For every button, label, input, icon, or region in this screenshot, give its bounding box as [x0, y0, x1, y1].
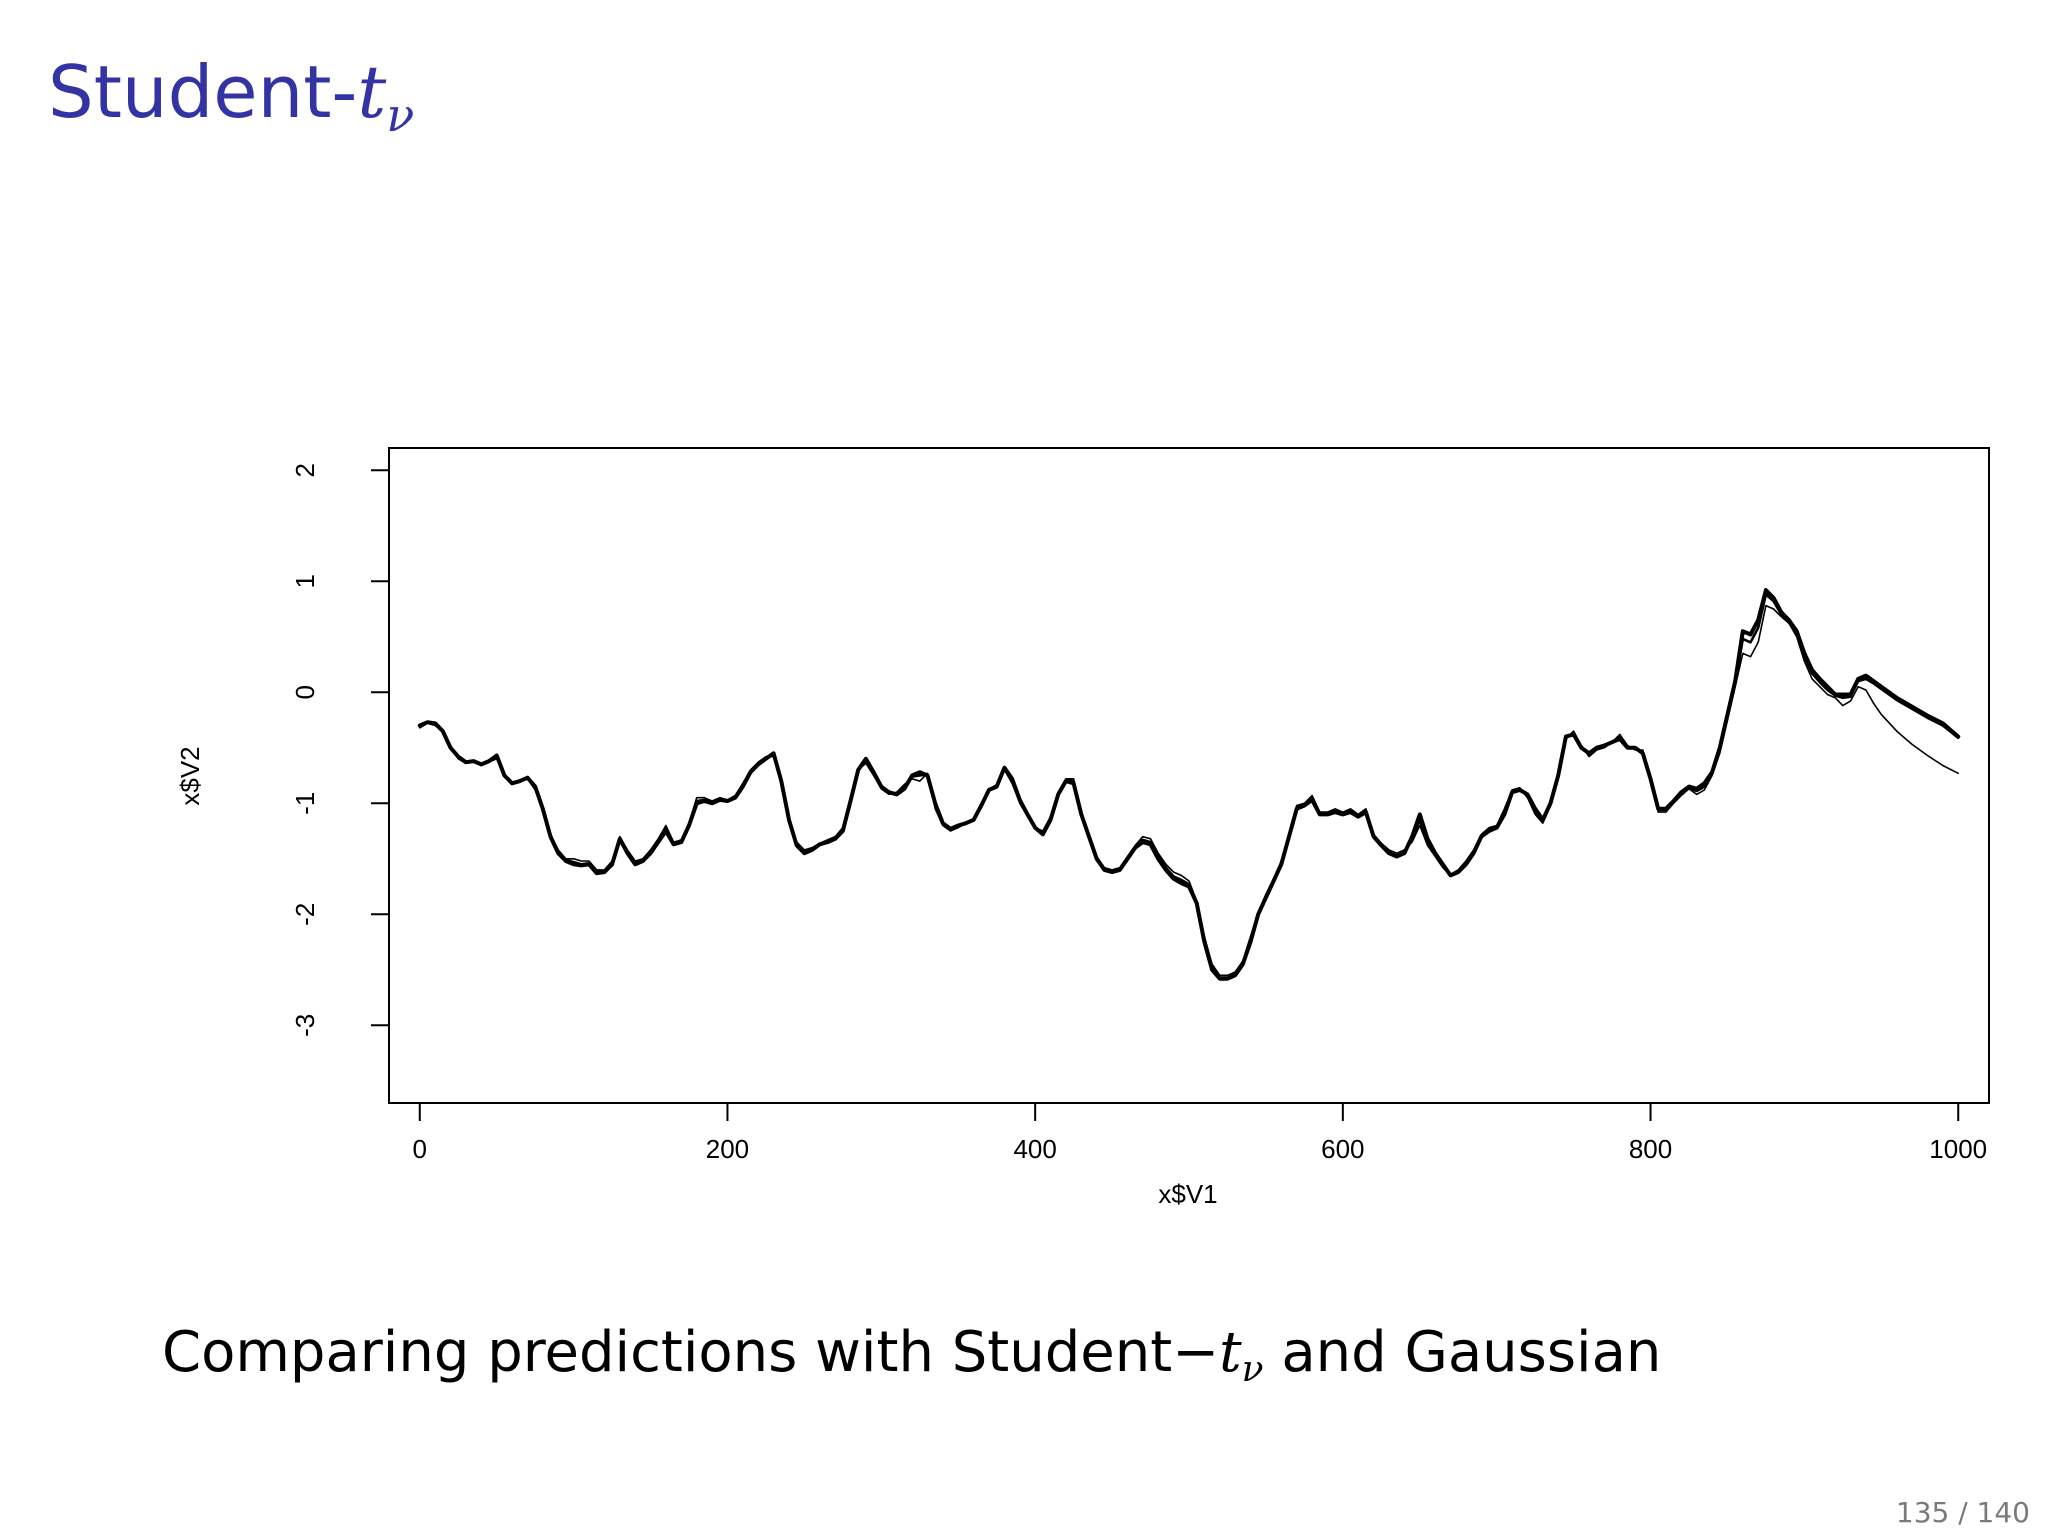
caption: Comparing predictions with Student−tν an… — [162, 1320, 1661, 1390]
x-tick-label: 0 — [413, 1134, 427, 1164]
y-tick-label: 0 — [290, 685, 320, 699]
title-text: Student- — [48, 50, 358, 134]
x-axis-label: x$V1 — [1158, 1179, 1217, 1209]
series-line-3 — [418, 593, 1960, 979]
x-tick-label: 400 — [1013, 1134, 1056, 1164]
caption-dash: − — [1172, 1320, 1220, 1385]
caption-suffix: and Gaussian — [1263, 1320, 1662, 1385]
plot-frame — [388, 447, 1990, 1104]
x-tick-label: 1000 — [1929, 1134, 1987, 1164]
y-tick-label: 1 — [290, 574, 320, 588]
series-line-1 — [417, 588, 1961, 981]
series-line-2 — [419, 604, 1959, 977]
y-axis-label: x$V2 — [175, 746, 205, 805]
x-tick-label: 200 — [706, 1134, 749, 1164]
y-axis: -3 -2 -1 0 1 2 — [290, 463, 390, 1037]
caption-subscript: ν — [1241, 1349, 1264, 1390]
x-tick-label: 800 — [1629, 1134, 1672, 1164]
title-variable: t — [357, 50, 387, 134]
slide-title: Student-tν — [48, 50, 414, 142]
x-axis: 0 200 400 600 800 1000 — [413, 1102, 1987, 1164]
y-tick-label: 2 — [290, 463, 320, 477]
caption-text: Comparing predictions with Student — [162, 1320, 1173, 1385]
x-tick-label: 600 — [1321, 1134, 1364, 1164]
y-tick-label: -2 — [290, 903, 320, 926]
series-group — [417, 588, 1961, 981]
y-tick-label: -1 — [290, 792, 320, 815]
page-number: 135 / 140 — [1895, 1496, 2030, 1529]
caption-variable: t — [1219, 1320, 1242, 1385]
y-tick-label: -3 — [290, 1014, 320, 1037]
title-subscript: ν — [386, 88, 415, 142]
